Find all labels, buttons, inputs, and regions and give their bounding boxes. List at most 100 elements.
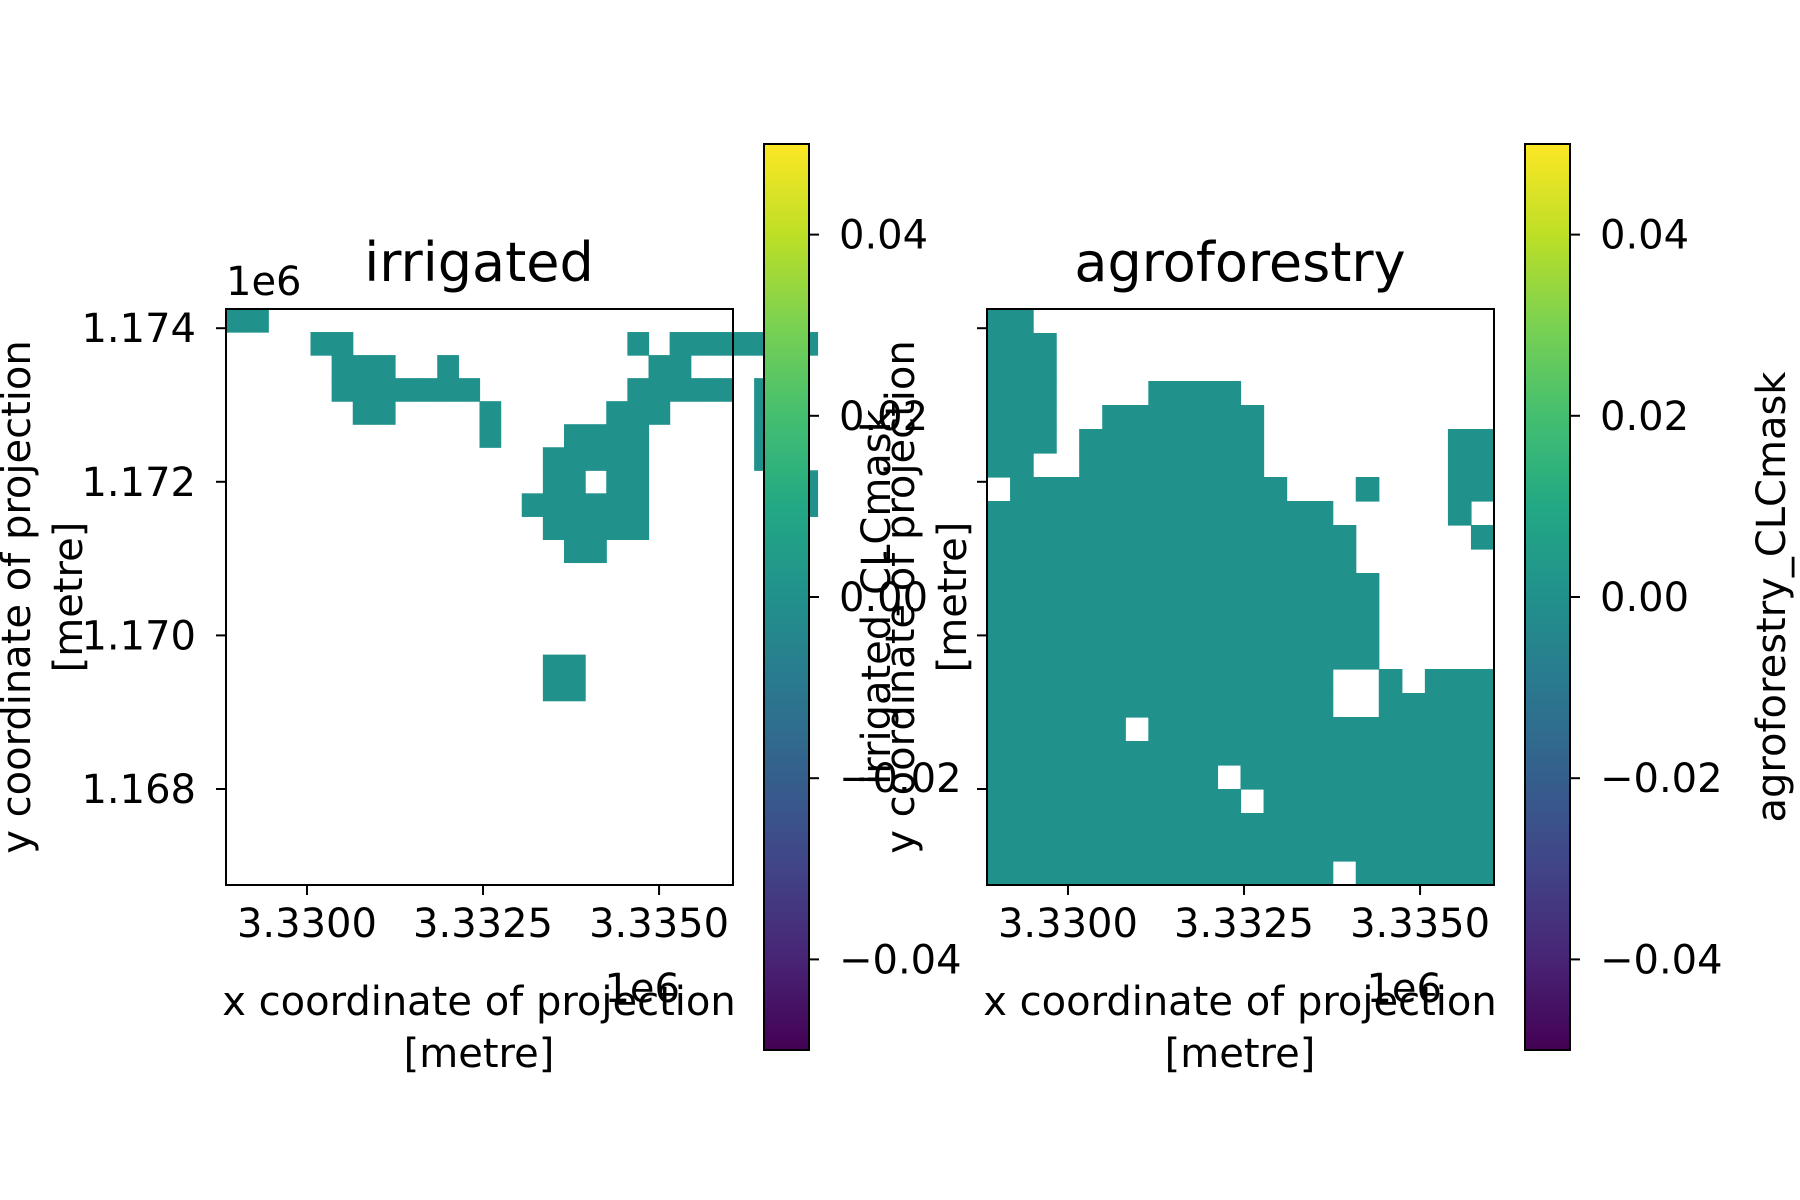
heatmap-cell <box>648 401 671 425</box>
heatmap-cell <box>1102 501 1126 526</box>
colorbar-tick-label: 0.02 <box>839 394 928 440</box>
heatmap-cell <box>1424 837 1449 862</box>
heatmap-cell <box>1171 573 1196 598</box>
heatmap-cell <box>1194 405 1219 430</box>
heatmap-cell <box>1447 861 1472 886</box>
agroforestry-heatmap-cells <box>987 309 1495 886</box>
heatmap-cell <box>1217 837 1242 862</box>
heatmap-cell <box>1194 573 1219 598</box>
heatmap-cell <box>1470 477 1495 502</box>
heatmap-cell <box>690 332 713 356</box>
irrigated-y-offset-text: 1e6 <box>226 259 302 305</box>
heatmap-cell <box>1217 405 1242 430</box>
heatmap-cell <box>1079 645 1103 670</box>
heatmap-cell <box>1194 837 1219 862</box>
heatmap-cell <box>606 447 628 471</box>
heatmap-cell <box>331 332 354 356</box>
heatmap-cell <box>1217 549 1242 574</box>
heatmap-cell <box>1240 669 1265 694</box>
heatmap-cell <box>479 401 502 425</box>
heatmap-cell <box>1286 789 1311 814</box>
heatmap-cell <box>1148 861 1172 886</box>
heatmap-cell <box>1079 501 1103 526</box>
heatmap-cell <box>1217 453 1242 478</box>
heatmap-cell <box>1079 741 1103 766</box>
heatmap-cell <box>1056 621 1080 646</box>
heatmap-cell <box>1470 453 1495 478</box>
heatmap-cell <box>627 470 650 494</box>
heatmap-cell <box>1286 741 1311 766</box>
heatmap-cell <box>1217 645 1242 670</box>
heatmap-cell <box>1447 477 1472 502</box>
heatmap-cell <box>1355 477 1380 502</box>
heatmap-cell <box>1079 813 1103 838</box>
heatmap-cell <box>1240 573 1265 598</box>
heatmap-cell <box>1194 789 1219 814</box>
heatmap-cell <box>1378 669 1403 694</box>
heatmap-cell <box>1424 693 1449 718</box>
irrigated-x-offset-text: 1e6 <box>604 966 680 1012</box>
heatmap-cell <box>1217 813 1242 838</box>
heatmap-cell <box>1263 525 1288 550</box>
heatmap-cell <box>1240 861 1265 886</box>
heatmap-cell <box>1447 501 1472 526</box>
heatmap-cell <box>542 677 565 702</box>
heatmap-cell <box>1424 741 1449 766</box>
heatmap-cell <box>1010 669 1034 694</box>
heatmap-cell <box>1056 549 1080 574</box>
heatmap-cell <box>711 378 734 402</box>
heatmap-cell <box>1470 861 1495 886</box>
heatmap-cell <box>352 401 375 425</box>
heatmap-cell <box>627 332 650 356</box>
heatmap-cell <box>1171 717 1196 742</box>
heatmap-cell <box>987 717 1011 742</box>
heatmap-cell <box>1286 525 1311 550</box>
heatmap-cell <box>331 378 354 402</box>
heatmap-cell <box>669 355 692 379</box>
heatmap-cell <box>1309 621 1334 646</box>
heatmap-cell <box>1033 357 1057 382</box>
heatmap-cell <box>1470 789 1495 814</box>
heatmap-cell <box>1470 693 1495 718</box>
heatmap-cell <box>1148 717 1172 742</box>
heatmap-cell <box>1194 525 1219 550</box>
heatmap-cell <box>1033 501 1057 526</box>
heatmap-cell <box>1309 549 1334 574</box>
heatmap-cell <box>1125 861 1149 886</box>
irrigated-x-label: x coordinate of projection [metre] <box>222 979 735 1077</box>
heatmap-cell <box>1010 645 1034 670</box>
heatmap-cell <box>1171 741 1196 766</box>
heatmap-cell <box>1401 765 1426 790</box>
y-tick-label: 1.174 <box>81 306 196 352</box>
heatmap-cell <box>1263 789 1288 814</box>
heatmap-cell <box>1079 789 1103 814</box>
heatmap-cell <box>542 493 565 517</box>
heatmap-cell <box>585 516 607 540</box>
heatmap-cell <box>1102 861 1126 886</box>
heatmap-cell <box>1263 693 1288 718</box>
irrigated-y-label: y coordinate of projection[metre] <box>0 340 92 853</box>
heatmap-cell <box>479 424 502 448</box>
heatmap-cell <box>1355 645 1380 670</box>
irrigated-colorbar: −0.04 −0.02 0.00 0.02 0.04 irrigated_CLCmask <box>763 143 962 1051</box>
heatmap-cell <box>1355 765 1380 790</box>
heatmap-cell <box>1010 597 1034 622</box>
heatmap-cell <box>1102 789 1126 814</box>
x-tick-label: 3.3300 <box>998 901 1138 947</box>
heatmap-cell <box>1378 861 1403 886</box>
heatmap-cell <box>1056 813 1080 838</box>
heatmap-cell <box>606 516 628 540</box>
heatmap-cell <box>1010 813 1034 838</box>
heatmap-cell <box>1286 765 1311 790</box>
heatmap-cell <box>1355 621 1380 646</box>
heatmap-cell <box>987 309 1011 334</box>
heatmap-cell <box>1079 573 1103 598</box>
heatmap-cell <box>1355 717 1380 742</box>
heatmap-cell <box>1125 477 1149 502</box>
heatmap-cell <box>1240 765 1265 790</box>
irrigated-x-ticks: 3.3300 3.3325 3.3350 <box>237 885 729 947</box>
heatmap-cell <box>1286 861 1311 886</box>
heatmap-cell <box>564 516 586 540</box>
heatmap-cell <box>1217 525 1242 550</box>
heatmap-cell <box>1148 789 1172 814</box>
